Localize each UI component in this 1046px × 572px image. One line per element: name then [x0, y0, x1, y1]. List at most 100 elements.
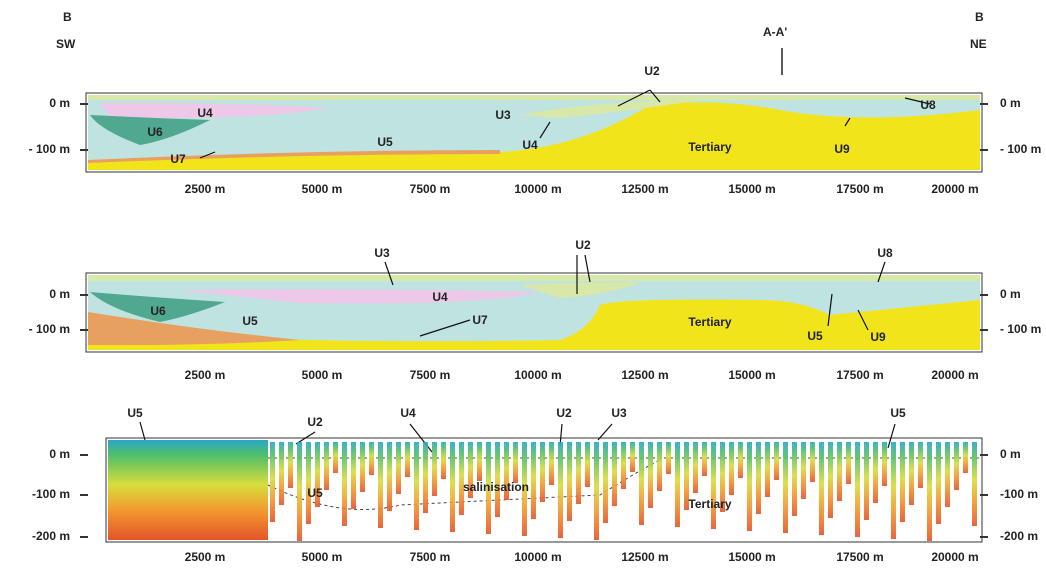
resistivity-stripe: [765, 442, 770, 497]
resistivity-stripe: [441, 442, 446, 479]
depth-label: - 100 m: [1000, 322, 1041, 336]
distance-label: 15000 m: [728, 368, 775, 382]
unit-label: U3: [495, 108, 511, 122]
resistivity-stripe: [882, 442, 887, 486]
distance-label: 20000 m: [931, 550, 978, 564]
distance-label: 12500 m: [621, 368, 668, 382]
unit-label: U9: [870, 330, 886, 344]
unit-label: U5: [307, 486, 323, 500]
distance-label: 17500 m: [836, 550, 883, 564]
unit-label: U2: [307, 415, 323, 429]
resistivity-stripe: [792, 442, 797, 516]
distance-label: 7500 m: [410, 550, 451, 564]
resistivity-stripe: [432, 442, 437, 496]
depth-label: 0 m: [1000, 96, 1021, 110]
resistivity-stripe: [918, 442, 923, 488]
resistivity-stripe: [801, 442, 806, 499]
distance-label: 5000 m: [302, 182, 343, 196]
resistivity-stripe: [783, 442, 788, 533]
resistivity-stripe: [666, 442, 671, 474]
distance-label: 15000 m: [728, 182, 775, 196]
resistivity-stripe: [549, 442, 554, 485]
unit-label: Tertiary: [688, 315, 731, 329]
distance-label: 12500 m: [621, 182, 668, 196]
resistivity-stripe: [414, 442, 419, 530]
distance-label: 7500 m: [410, 368, 451, 382]
depth-label: - 100 m: [1000, 142, 1041, 156]
distance-label: 10000 m: [514, 368, 561, 382]
unit-label: U4: [400, 406, 416, 420]
resistivity-stripe: [567, 442, 572, 521]
unit-label: U5: [890, 406, 906, 420]
unit-label: U8: [877, 246, 893, 260]
resistivity-stripe: [279, 442, 284, 505]
depth-label: -100 m: [1000, 487, 1038, 501]
resistivity-stripe: [819, 442, 824, 535]
resistivity-stripe: [864, 442, 869, 520]
distance-label: 12500 m: [621, 550, 668, 564]
resistivity-stripe: [630, 442, 635, 472]
resistivity-stripe: [387, 442, 392, 511]
resistivity-stripe: [729, 442, 734, 495]
depth-label: 0 m: [1000, 447, 1021, 461]
resistivity-stripe: [945, 442, 950, 507]
resistivity-stripe: [936, 442, 941, 524]
unit-label: U2: [644, 64, 660, 78]
resistivity-stripe: [810, 442, 815, 482]
resistivity-stripe: [837, 442, 842, 501]
distance-label: 5000 m: [302, 550, 343, 564]
unit-label: U4: [522, 138, 538, 152]
resistivity-stripe: [639, 442, 644, 525]
unit-label: U3: [611, 406, 627, 420]
resistivity-stripe: [612, 442, 617, 506]
resistivity-stripe: [648, 442, 653, 508]
depth-label: 0 m: [1000, 287, 1021, 301]
unit-label: U5: [377, 135, 393, 149]
section-3: [106, 422, 982, 542]
unit-label: Tertiary: [688, 497, 731, 511]
resistivity-stripe: [693, 442, 698, 493]
point-label: B: [63, 10, 72, 24]
unit-label: U5: [127, 406, 143, 420]
direction-label: SW: [56, 37, 76, 51]
depth-label: - 100 m: [29, 142, 70, 156]
distance-label: 10000 m: [514, 182, 561, 196]
resistivity-stripe: [288, 442, 293, 488]
unit-label: U6: [147, 125, 163, 139]
resistivity-stripe: [873, 442, 878, 503]
resistivity-stripe: [738, 442, 743, 478]
resistivity-stripe: [333, 442, 338, 473]
resistivity-stripe: [306, 442, 311, 524]
distance-label: 17500 m: [836, 182, 883, 196]
distance-label: 10000 m: [514, 550, 561, 564]
unit-label: U4: [197, 106, 213, 120]
resistivity-stripe: [891, 442, 896, 539]
resistivity-stripe: [513, 442, 518, 483]
resistivity-stripe: [369, 442, 374, 475]
resistivity-stripe: [576, 442, 581, 504]
depth-label: 0 m: [49, 287, 70, 301]
resistivity-stripe: [675, 442, 680, 527]
resistivity-stripe: [360, 442, 365, 492]
unit-label: U2: [556, 406, 572, 420]
resistivity-stripe: [405, 442, 410, 477]
resistivity-stripe: [423, 442, 428, 513]
resistivity-stripe: [603, 442, 608, 523]
section-2: [86, 255, 982, 352]
distance-label: 20000 m: [931, 368, 978, 382]
resistivity-stripe: [342, 442, 347, 526]
resistivity-stripe: [774, 442, 779, 480]
cross-sections: B SW A-A' B NE: [0, 0, 1046, 572]
section-mark: A-A': [763, 25, 787, 39]
distance-label: 2500 m: [185, 368, 226, 382]
unit-label: U4: [432, 290, 448, 304]
resistivity-stripe: [972, 442, 977, 526]
resistivity-stripe: [621, 442, 626, 489]
unit-label: U7: [170, 152, 186, 166]
section-1: [86, 90, 982, 172]
unit-label: U9: [834, 142, 850, 156]
resistivity-stripe: [594, 442, 599, 540]
resistivity-stripe: [756, 442, 761, 514]
resistivity-stripe: [270, 442, 275, 522]
distance-label: 15000 m: [728, 550, 775, 564]
